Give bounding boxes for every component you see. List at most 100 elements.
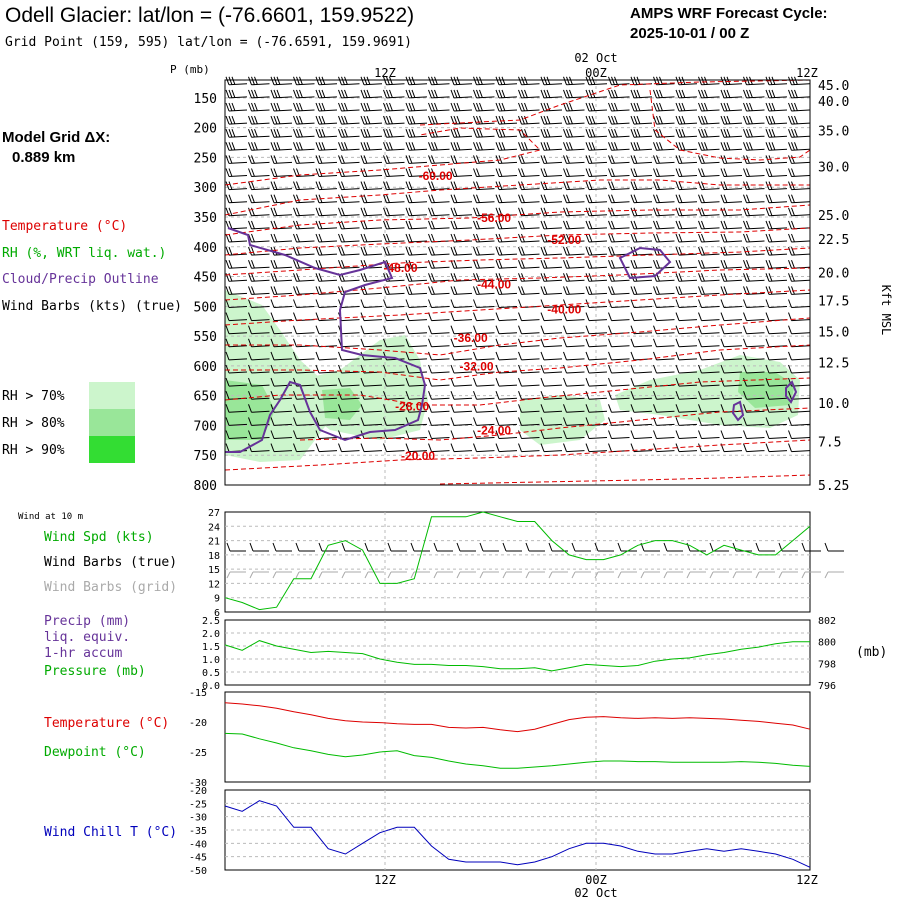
wind-barb bbox=[653, 76, 675, 86]
wind-barb bbox=[585, 233, 608, 243]
wind-barb bbox=[765, 181, 788, 191]
wind-barb bbox=[540, 260, 563, 269]
wind-barb bbox=[743, 299, 765, 308]
wind-barb bbox=[405, 338, 428, 348]
rh-legend-label: RH > 70% bbox=[2, 389, 65, 404]
wind-barb-grid bbox=[479, 571, 499, 579]
wind-barb bbox=[608, 391, 630, 400]
wind-barb bbox=[585, 102, 608, 112]
wind-barb bbox=[248, 181, 270, 191]
wind-barb bbox=[585, 273, 608, 282]
wind-barb bbox=[383, 129, 405, 138]
pressure-tick-label: 350 bbox=[194, 211, 217, 226]
wind-barb bbox=[765, 325, 788, 335]
wind-barb bbox=[698, 207, 720, 217]
wind-barb bbox=[315, 351, 338, 361]
wind-barb bbox=[225, 364, 248, 374]
wind-barb bbox=[473, 115, 495, 125]
isotherm bbox=[224, 289, 811, 326]
wind-barb bbox=[743, 102, 765, 112]
wind-barb bbox=[248, 430, 270, 439]
wind-barb bbox=[563, 338, 585, 348]
wind-barb-grid bbox=[410, 571, 430, 579]
wind-barb bbox=[473, 233, 495, 243]
temperature-contour-label: -48.00 bbox=[383, 261, 417, 275]
height-tick-label: 12.5 bbox=[818, 356, 849, 371]
wind-barb bbox=[788, 246, 810, 256]
wind-barb bbox=[675, 338, 698, 348]
wind-barb bbox=[675, 260, 698, 269]
wind-barb bbox=[518, 129, 540, 138]
wind-barb bbox=[563, 364, 585, 374]
wind-barb bbox=[675, 391, 698, 400]
wind-barb bbox=[315, 312, 338, 322]
wind-barb bbox=[720, 155, 743, 164]
wind-barb bbox=[405, 364, 428, 374]
wind-barb bbox=[405, 325, 428, 335]
wind-barb bbox=[473, 443, 495, 453]
wind-barb bbox=[585, 391, 608, 400]
wind-barb bbox=[540, 76, 563, 86]
wind-barb bbox=[720, 129, 743, 138]
wind-barb bbox=[473, 142, 495, 151]
wind-barb-true bbox=[732, 542, 752, 552]
wind-barb bbox=[248, 404, 270, 413]
wind-barb bbox=[698, 312, 720, 322]
rh-legend-swatch bbox=[89, 382, 135, 409]
wind-barb bbox=[720, 233, 743, 243]
pressure-tick-label: 700 bbox=[194, 419, 217, 434]
pressure-tick-label: 796 bbox=[818, 681, 836, 692]
wind-barb bbox=[428, 89, 450, 99]
wind-barb-true bbox=[502, 542, 522, 552]
wind-barb bbox=[563, 260, 585, 269]
wind-barb bbox=[428, 168, 450, 177]
wind-barb bbox=[585, 312, 608, 322]
wind-barb bbox=[428, 351, 450, 361]
wind-barb bbox=[675, 76, 698, 86]
wind-barb bbox=[743, 260, 765, 269]
wind-barb bbox=[495, 194, 518, 204]
height-tick-label: 25.0 bbox=[818, 209, 849, 224]
wind-barb bbox=[675, 286, 698, 295]
isotherm bbox=[224, 439, 811, 471]
wind-barb bbox=[698, 115, 720, 125]
wind-barb bbox=[338, 364, 360, 374]
wind-barb bbox=[225, 351, 248, 361]
wind-chill-label: Wind Chill T (°C) bbox=[44, 825, 177, 840]
temperature-contour-label: -20.00 bbox=[401, 449, 435, 463]
wind-barb bbox=[248, 377, 270, 387]
wind-barb bbox=[585, 286, 608, 295]
wind-barb bbox=[495, 273, 518, 282]
wind-barb bbox=[450, 286, 473, 295]
wind-barb bbox=[518, 260, 540, 269]
wind-barb bbox=[248, 142, 270, 151]
wind-barb bbox=[630, 364, 653, 374]
wind-barb bbox=[788, 194, 810, 204]
wind-barb bbox=[720, 168, 743, 177]
wind-barb bbox=[518, 233, 540, 243]
date-label-bottom: 02 Oct bbox=[574, 886, 617, 900]
wind-barb bbox=[383, 155, 405, 164]
forecast-cycle-value: 2025-10-01 / 00 Z bbox=[630, 25, 749, 42]
wind-barb bbox=[315, 233, 338, 243]
height-tick-label: 22.5 bbox=[818, 233, 849, 248]
wind-speed-tick-label: 15 bbox=[208, 565, 220, 576]
wind-barb bbox=[765, 129, 788, 138]
wind-barb bbox=[383, 404, 405, 413]
wind-barb bbox=[585, 443, 608, 453]
wind-barb bbox=[608, 233, 630, 243]
height-tick-label: 20.0 bbox=[818, 266, 849, 281]
wind-barb bbox=[428, 417, 450, 426]
wind-barb-true bbox=[525, 542, 545, 552]
wind-barb bbox=[608, 89, 630, 99]
wind-barb bbox=[405, 181, 428, 191]
wind-barb-grid bbox=[778, 571, 798, 579]
wind-barb bbox=[338, 404, 360, 413]
wind-barb bbox=[473, 325, 495, 335]
isotherm bbox=[225, 317, 811, 356]
wind-barb bbox=[675, 377, 698, 387]
wind-barb bbox=[698, 430, 720, 439]
wind-barb bbox=[293, 351, 315, 361]
wind-barb bbox=[540, 391, 563, 400]
wind-barb bbox=[405, 89, 428, 99]
